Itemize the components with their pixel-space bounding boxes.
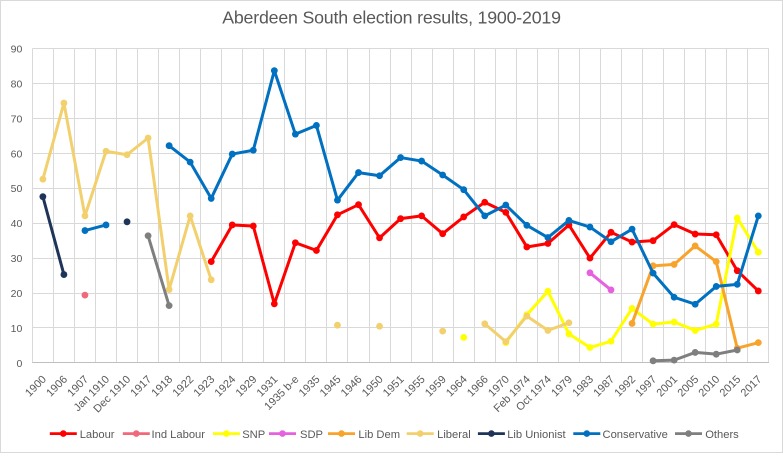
svg-text:20: 20: [11, 288, 23, 300]
svg-text:Lib Unionist: Lib Unionist: [507, 429, 566, 441]
svg-text:50: 50: [11, 183, 23, 195]
svg-text:Ind Labour: Ind Labour: [152, 429, 206, 441]
svg-text:Others: Others: [705, 429, 739, 441]
svg-text:SDP: SDP: [300, 429, 323, 441]
svg-text:Labour: Labour: [80, 429, 115, 441]
svg-text:40: 40: [11, 218, 23, 230]
svg-text:70: 70: [11, 113, 23, 125]
svg-text:Aberdeen South election result: Aberdeen South election results, 1900-20…: [222, 8, 561, 28]
svg-text:0: 0: [16, 358, 22, 370]
svg-text:SNP: SNP: [242, 429, 265, 441]
svg-text:Liberal: Liberal: [437, 429, 471, 441]
svg-text:Lib Dem: Lib Dem: [358, 429, 400, 441]
svg-text:Conservative: Conservative: [603, 429, 668, 441]
svg-text:90: 90: [11, 44, 23, 56]
svg-text:60: 60: [11, 148, 23, 160]
svg-text:10: 10: [11, 323, 23, 335]
svg-text:80: 80: [11, 78, 23, 90]
svg-text:30: 30: [11, 253, 23, 265]
